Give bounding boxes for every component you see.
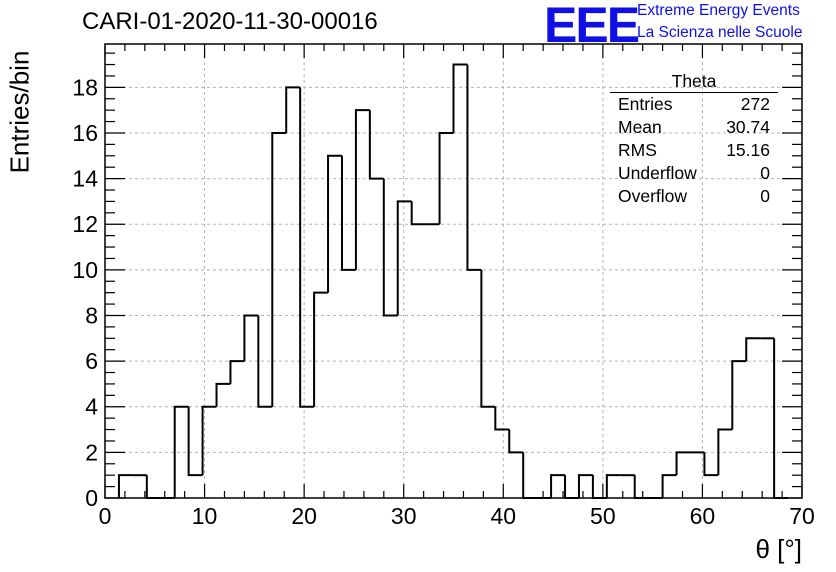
stats-label: Underflow — [618, 163, 697, 183]
histogram-bin — [703, 452, 719, 477]
histogram-bin — [354, 109, 370, 270]
y-tick-label: 16 — [72, 120, 98, 146]
histogram-bin — [368, 110, 384, 180]
histogram-bin — [452, 63, 468, 133]
histogram-bin — [396, 200, 412, 316]
histogram-bin — [117, 474, 133, 498]
stats-label: Mean — [618, 117, 662, 137]
histogram-bin — [675, 451, 691, 476]
histogram-bin — [382, 178, 398, 317]
stats-value: 0 — [760, 163, 770, 183]
histogram-bin — [745, 337, 761, 362]
y-tick-label: 12 — [72, 211, 98, 237]
histogram-bin — [243, 314, 259, 362]
x-axis-label: θ [°] — [755, 534, 802, 564]
histogram-bin — [229, 360, 245, 384]
histogram-bin — [577, 474, 593, 498]
histogram-bin — [285, 86, 301, 133]
y-axis-label: Entries/bin — [4, 50, 35, 174]
histogram-bin — [633, 475, 649, 499]
chart-title: CARI-01-2020-11-30-00016 — [82, 8, 378, 35]
stats-label: Entries — [618, 94, 673, 114]
histogram-bin — [438, 131, 454, 225]
x-tick-label: 20 — [291, 503, 317, 529]
histogram-bin — [494, 406, 510, 431]
y-tick-label: 18 — [72, 74, 98, 100]
axes — [104, 43, 803, 499]
x-tick-label: 60 — [690, 503, 716, 529]
stats-label: Overflow — [618, 186, 688, 206]
x-tick-label: 40 — [490, 503, 516, 529]
stats-row-underflow: Underflow 0 — [610, 162, 778, 185]
y-tick-label: 2 — [85, 439, 98, 465]
eee-logo: EEE — [544, 0, 640, 53]
stats-title: Theta — [610, 70, 778, 93]
grid-lines — [105, 44, 802, 498]
histogram-bin — [327, 154, 342, 293]
stats-row-rms: RMS 15.16 — [610, 139, 778, 162]
histogram-bin — [661, 474, 677, 498]
x-tick-label: 50 — [590, 503, 616, 529]
stats-label: RMS — [618, 140, 657, 160]
histogram-bin — [187, 406, 203, 477]
logo-line-1: Extreme Energy Events — [637, 2, 800, 19]
stats-box: Theta Entries 272 Mean 30.74 RMS 15.16 U… — [610, 70, 778, 208]
y-tick-label: 8 — [85, 302, 98, 328]
histogram-bin — [550, 474, 566, 498]
histogram-bin — [591, 475, 607, 499]
y-tick-label: 4 — [85, 394, 98, 420]
x-tick-label: 30 — [391, 503, 417, 529]
stats-value: 30.74 — [726, 117, 770, 137]
histogram-bin — [522, 452, 538, 499]
plot-frame — [104, 43, 803, 499]
x-tick-label: 0 — [99, 503, 112, 529]
stats-value: 272 — [740, 94, 770, 114]
histogram-bin — [201, 405, 217, 476]
histogram-bin — [299, 87, 315, 408]
logo-line-2: La Scienza nelle Scuole — [637, 24, 803, 41]
histogram-bin — [717, 428, 733, 476]
x-tick-label: 10 — [192, 503, 218, 529]
histogram-bin — [466, 64, 482, 271]
x-tick-label: 70 — [789, 503, 815, 529]
histogram-bin — [145, 475, 161, 499]
stats-value: 15.16 — [726, 140, 770, 160]
histogram-bin — [480, 269, 496, 408]
y-tick-label: 0 — [85, 485, 98, 511]
histogram-bin — [173, 405, 189, 498]
stats-row-mean: Mean 30.74 — [610, 116, 778, 139]
stats-row-overflow: Overflow 0 — [610, 185, 778, 208]
stats-row-entries: Entries 272 — [610, 93, 778, 116]
y-tick-label: 14 — [72, 166, 98, 192]
histogram-bin — [564, 475, 579, 499]
histogram-bin — [410, 201, 426, 226]
stats-value: 0 — [760, 186, 770, 206]
y-tick-label: 6 — [85, 348, 98, 374]
histogram-bin — [340, 155, 356, 271]
histogram-bin — [773, 338, 789, 499]
histogram-bin — [508, 429, 524, 454]
histogram-bin — [313, 291, 329, 407]
histogram-bin — [605, 474, 621, 498]
tick-labels: 0 10 20 30 40 50 60 70 0 2 4 6 8 10 12 14 16 18 — [72, 74, 814, 529]
y-tick-label: 10 — [72, 257, 98, 283]
histogram-bin — [731, 360, 747, 430]
histogram-bin — [271, 131, 287, 407]
histogram-bin — [215, 382, 231, 407]
histogram-bin — [257, 315, 273, 408]
